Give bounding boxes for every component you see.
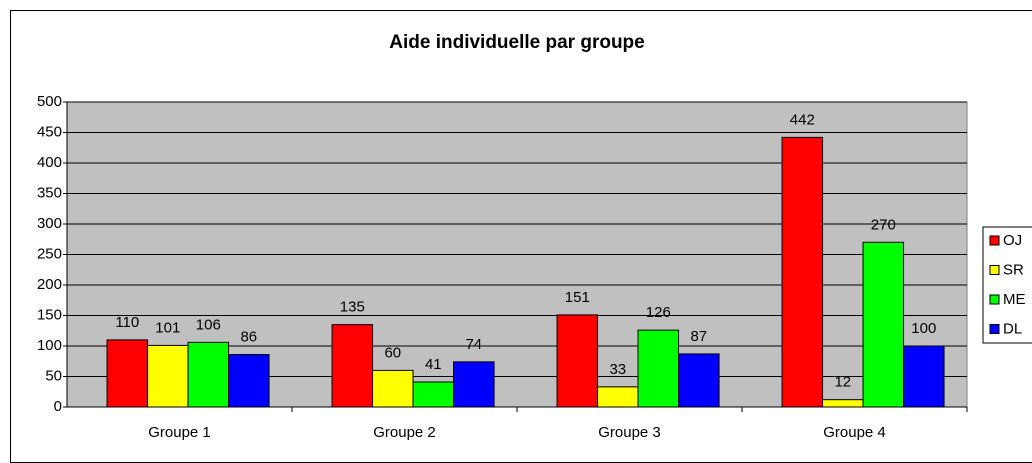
y-tick-label: 300 <box>37 215 62 232</box>
y-tick-label: 200 <box>37 276 62 293</box>
y-tick-label: 400 <box>37 154 62 171</box>
data-label: 100 <box>911 320 936 337</box>
legend-label: DL <box>1003 320 1022 337</box>
data-label: 106 <box>196 316 221 333</box>
x-tick-label: Groupe 3 <box>598 424 661 441</box>
data-label: 74 <box>465 336 482 353</box>
y-tick-label: 150 <box>37 306 62 323</box>
data-label: 270 <box>871 216 896 233</box>
y-tick-label: 350 <box>37 184 62 201</box>
data-label: 41 <box>425 356 442 373</box>
data-label: 12 <box>834 374 851 391</box>
y-tick-label: 450 <box>37 123 62 140</box>
bar <box>556 314 599 408</box>
bar <box>187 341 230 408</box>
bar <box>781 136 824 408</box>
bar <box>678 353 720 408</box>
data-label: 33 <box>609 361 626 378</box>
y-tick-label: 250 <box>37 245 62 262</box>
data-label: 442 <box>790 111 815 128</box>
bar <box>228 354 270 408</box>
legend-swatch <box>989 294 1000 305</box>
data-label: 60 <box>384 344 401 361</box>
y-tick-label: 500 <box>37 93 62 110</box>
x-tick-label: Groupe 4 <box>823 424 886 441</box>
bar <box>637 329 680 408</box>
data-label: 101 <box>155 319 180 336</box>
y-tick-label: 100 <box>37 337 62 354</box>
data-label: 110 <box>115 314 139 331</box>
data-label: 135 <box>340 299 365 316</box>
bar <box>372 369 414 408</box>
data-label: 126 <box>646 304 671 321</box>
legend-swatch <box>989 324 1000 334</box>
bar <box>822 399 864 408</box>
data-label: 151 <box>565 289 590 306</box>
y-tick-label: 0 <box>54 398 62 415</box>
legend-swatch <box>989 265 1000 275</box>
bar <box>412 381 455 408</box>
legend-box <box>982 226 1032 344</box>
legend-swatch <box>989 235 1000 246</box>
x-tick-label: Groupe 1 <box>148 424 211 441</box>
bar <box>597 386 639 408</box>
legend-label: OJ <box>1003 232 1022 249</box>
bar <box>862 241 905 408</box>
data-label: 86 <box>240 329 257 346</box>
bar <box>453 361 495 408</box>
legend-label: SR <box>1003 261 1024 278</box>
bar <box>106 339 149 408</box>
chart-title: Aide individuelle par groupe <box>389 32 644 53</box>
legend-label: ME <box>1003 291 1026 308</box>
bar <box>331 324 374 408</box>
x-tick-label: Groupe 2 <box>373 424 436 441</box>
bar <box>903 345 945 408</box>
bar <box>147 344 189 408</box>
y-tick-label: 50 <box>45 367 62 384</box>
data-label: 87 <box>690 328 707 345</box>
